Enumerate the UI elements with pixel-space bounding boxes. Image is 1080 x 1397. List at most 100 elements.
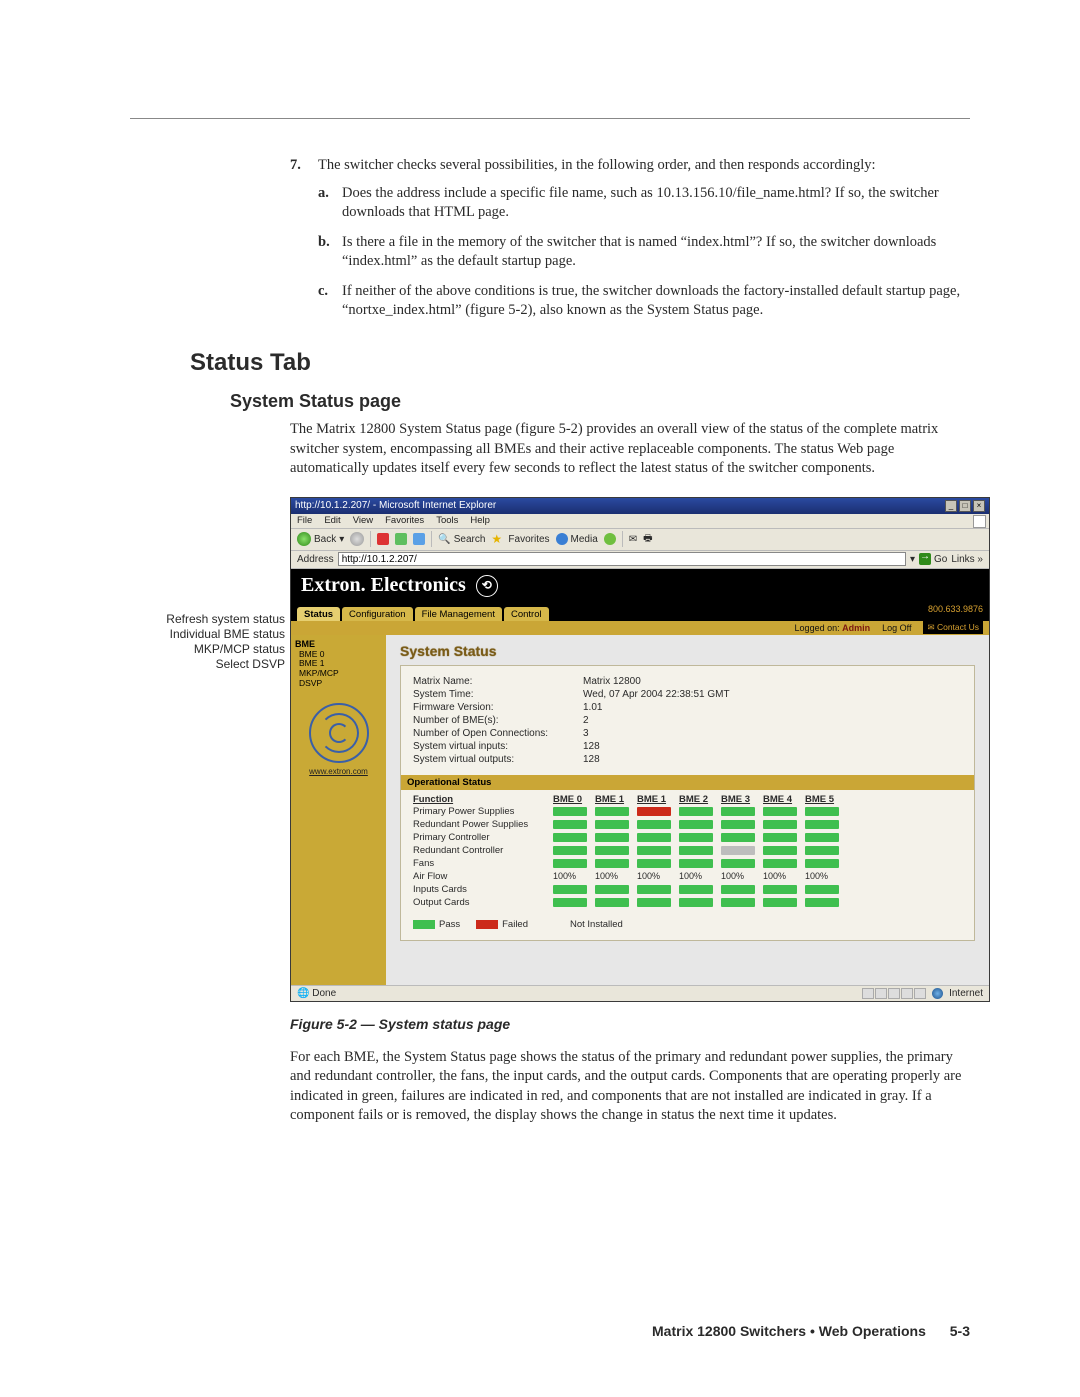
step-7: 7. The switcher checks several possibili…	[290, 156, 970, 176]
nav-tabs: Status Configuration File Management Con…	[291, 603, 989, 621]
media-icon	[556, 533, 568, 545]
step-number: 7.	[290, 156, 318, 176]
back-label: Back	[314, 534, 336, 545]
mail-icon[interactable]: ✉	[629, 534, 637, 545]
refresh-icon[interactable]	[395, 533, 407, 545]
favorites-button[interactable]: ★Favorites	[491, 532, 549, 546]
op-row-label: Air Flow	[413, 871, 553, 882]
ie-toolbar: Back ▾ 🔍Search ★Favorites Media ✉ 🖶	[291, 529, 989, 551]
op-cell	[679, 898, 721, 907]
op-cell-status	[553, 846, 587, 855]
op-cell-status	[553, 807, 587, 816]
info-key: System Time:	[413, 689, 583, 700]
stop-icon[interactable]	[377, 533, 389, 545]
paragraph-2: For each BME, the System Status page sho…	[290, 1048, 970, 1126]
op-cell-status	[679, 846, 713, 855]
media-button[interactable]: Media	[556, 533, 598, 545]
op-cell	[763, 833, 805, 842]
info-key: System virtual outputs:	[413, 754, 583, 765]
menu-file[interactable]: File	[297, 515, 312, 526]
op-row: Inputs Cards	[413, 883, 962, 896]
internet-zone-icon	[932, 988, 943, 999]
minimize-icon[interactable]: _	[945, 500, 957, 512]
menu-view[interactable]: View	[353, 515, 373, 526]
op-cell	[805, 820, 847, 829]
status-boxes	[862, 988, 926, 999]
legend-fail: Failed	[476, 919, 528, 930]
op-cell-status	[805, 898, 839, 907]
menu-tools[interactable]: Tools	[436, 515, 458, 526]
menu-edit[interactable]: Edit	[324, 515, 340, 526]
contact-us-button[interactable]: ✉ Contact Us	[923, 621, 983, 634]
search-button[interactable]: 🔍Search	[438, 534, 485, 545]
status-done-label: Done	[312, 988, 336, 999]
op-row: Fans	[413, 857, 962, 870]
ie-statusbar: 🌐 Done Internet	[291, 985, 989, 1001]
go-button[interactable]: Go	[919, 553, 947, 565]
op-cell-status	[595, 807, 629, 816]
op-cell-status	[763, 807, 797, 816]
search-icon: 🔍	[438, 534, 450, 545]
op-cell-value: 100%	[595, 871, 637, 881]
info-key: Number of Open Connections:	[413, 728, 583, 739]
sub-text: Is there a file in the memory of the swi…	[342, 233, 970, 272]
history-icon[interactable]	[604, 533, 616, 545]
menu-help[interactable]: Help	[470, 515, 490, 526]
op-cell	[595, 885, 637, 894]
op-cell	[763, 820, 805, 829]
links-button[interactable]: Links »	[951, 554, 983, 565]
sidebar-item-dsvp[interactable]: DSVP	[299, 679, 382, 689]
info-val: Wed, 07 Apr 2004 22:38:51 GMT	[583, 689, 962, 700]
op-cell-status	[679, 833, 713, 842]
op-cell-status	[721, 807, 755, 816]
back-button[interactable]: Back ▾	[297, 532, 344, 546]
op-cell-status	[553, 820, 587, 829]
home-icon[interactable]	[413, 533, 425, 545]
op-row: Primary Power Supplies	[413, 805, 962, 818]
close-icon[interactable]: ×	[973, 500, 985, 512]
operational-status-table: FunctionBME 0BME 1BME 1BME 2BME 3BME 4BM…	[413, 794, 962, 909]
op-row: Output Cards	[413, 896, 962, 909]
op-row-label: Output Cards	[413, 897, 553, 908]
figure-5-2: Refresh system status Individual BME sta…	[290, 497, 990, 1002]
address-input[interactable]	[338, 552, 906, 566]
tab-status[interactable]: Status	[297, 607, 340, 621]
op-cell-status	[763, 885, 797, 894]
log-off-link[interactable]: Log Off	[882, 623, 911, 633]
op-cell-status	[721, 898, 755, 907]
op-cell	[679, 820, 721, 829]
op-cell-status	[637, 833, 671, 842]
logged-on-label: Logged on:	[795, 623, 840, 633]
op-cell-status	[763, 846, 797, 855]
ie-addressbar: Address ▾ Go Links »	[291, 551, 989, 569]
go-label: Go	[934, 554, 947, 565]
address-dropdown-icon[interactable]: ▾	[910, 554, 915, 565]
back-icon	[297, 532, 311, 546]
op-col-header: BME 1	[637, 794, 679, 805]
op-col-header: BME 1	[595, 794, 637, 805]
print-icon[interactable]: 🖶	[643, 531, 652, 548]
op-cell-status	[679, 885, 713, 894]
forward-icon[interactable]	[350, 532, 364, 546]
op-col-header: BME 4	[763, 794, 805, 805]
tab-configuration[interactable]: Configuration	[342, 607, 413, 621]
op-cell	[805, 807, 847, 816]
op-cell	[805, 846, 847, 855]
sub-letter: c.	[318, 282, 342, 321]
op-cell-value: 100%	[805, 871, 847, 881]
op-cell-status	[553, 898, 587, 907]
op-cell	[679, 807, 721, 816]
maximize-icon[interactable]: □	[959, 500, 971, 512]
tab-control[interactable]: Control	[504, 607, 549, 621]
op-cell-status	[637, 807, 671, 816]
info-key: Matrix Name:	[413, 676, 583, 687]
tab-file-management[interactable]: File Management	[415, 607, 502, 621]
op-col-header: Function	[413, 794, 553, 805]
internet-zone-label: Internet	[949, 988, 983, 999]
heading-status-tab: Status Tab	[190, 349, 970, 377]
sidebar-url[interactable]: www.extron.com	[295, 767, 382, 776]
op-cell-status	[637, 820, 671, 829]
op-cell-status	[721, 833, 755, 842]
op-row: Redundant Power Supplies	[413, 818, 962, 831]
menu-favorites[interactable]: Favorites	[385, 515, 424, 526]
